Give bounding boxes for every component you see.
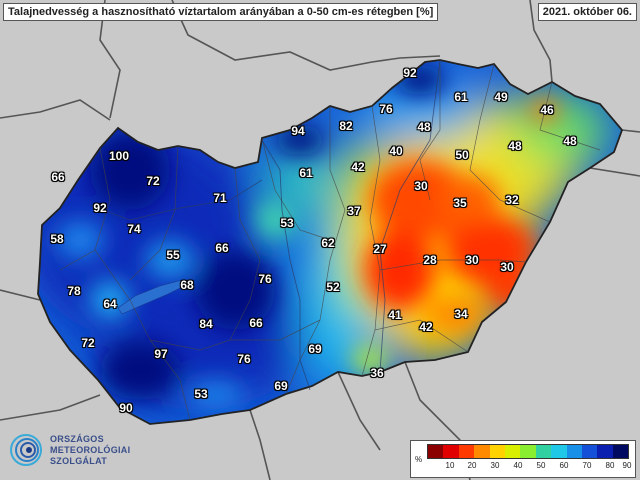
value-label: 78: [67, 284, 81, 298]
value-label: 37: [347, 204, 361, 218]
value-label: 35: [453, 196, 467, 210]
color-legend: % 10 20 30 40 50 60 70 80 90: [410, 440, 636, 478]
value-label: 76: [258, 272, 272, 286]
value-label: 68: [180, 278, 194, 292]
value-label: 30: [414, 179, 428, 193]
map-title: Talajnedvesség a hasznosítható víztartal…: [3, 3, 439, 21]
hungary-border: [37, 59, 624, 425]
value-label: 90: [119, 401, 133, 415]
value-label: 84: [199, 317, 213, 331]
legend-tick: 60: [559, 461, 569, 470]
value-label: 71: [213, 191, 227, 205]
value-label: 32: [505, 193, 519, 207]
value-label: 66: [51, 170, 65, 184]
value-label: 76: [379, 102, 393, 116]
value-label: 66: [249, 316, 263, 330]
legend-swatch: [474, 445, 490, 458]
value-label: 82: [339, 119, 353, 133]
map-date: 2021. október 06.: [537, 3, 637, 21]
omsz-logo: ORSZÁGOS METEOROLÓGIAI SZOLGÁLAT: [8, 428, 148, 474]
value-label: 52: [326, 280, 340, 294]
value-label: 92: [93, 201, 107, 215]
omsz-rings-logo-icon: [10, 434, 42, 466]
legend-swatch: [551, 445, 567, 458]
value-label: 94: [291, 124, 305, 138]
value-label: 100: [108, 149, 130, 163]
legend-swatch: [458, 445, 475, 458]
legend-swatch: [428, 445, 444, 458]
value-label: 27: [373, 242, 387, 256]
value-label: 42: [351, 160, 365, 174]
value-label: 48: [417, 120, 431, 134]
value-label: 48: [508, 139, 522, 153]
value-label: 36: [370, 366, 384, 380]
legend-tick: 20: [467, 461, 477, 470]
legend-swatch: [597, 445, 613, 458]
legend-color-bar: [427, 444, 629, 459]
rivers: [89, 59, 441, 391]
value-label: 97: [154, 347, 168, 361]
value-label: 41: [388, 308, 402, 322]
value-label: 76: [237, 352, 251, 366]
value-label: 50: [455, 148, 469, 162]
value-label: 34: [454, 307, 468, 321]
value-label: 53: [280, 216, 294, 230]
value-label: 92: [403, 66, 417, 80]
value-label: 62: [321, 236, 335, 250]
legend-tick: 30: [490, 461, 500, 470]
legend-swatch: [612, 445, 629, 458]
legend-swatch: [443, 445, 459, 458]
value-label: 69: [308, 342, 322, 356]
value-label: 61: [454, 90, 468, 104]
legend-tick: 40: [513, 461, 523, 470]
legend-tick: 70: [582, 461, 592, 470]
value-label: 40: [389, 144, 403, 158]
value-label: 42: [419, 320, 433, 334]
value-label: 72: [81, 336, 95, 350]
legend-swatch: [520, 445, 536, 458]
logo-line-1: ORSZÁGOS: [50, 434, 104, 444]
value-label: 66: [215, 241, 229, 255]
legend-swatch: [535, 445, 552, 458]
value-label: 72: [146, 174, 160, 188]
value-label: 30: [500, 260, 514, 274]
value-label: 69: [274, 379, 288, 393]
value-label: 48: [563, 134, 577, 148]
legend-swatch: [566, 445, 582, 458]
legend-tick: 80: [605, 461, 615, 470]
legend-tick: 90: [622, 461, 632, 470]
value-label: 61: [299, 166, 313, 180]
value-label: 49: [494, 90, 508, 104]
value-label: 58: [50, 232, 64, 246]
value-label: 30: [465, 253, 479, 267]
value-label: 53: [194, 387, 208, 401]
logo-line-3: SZOLGÁLAT: [50, 456, 108, 466]
legend-unit: %: [415, 455, 423, 464]
legend-swatch: [581, 445, 598, 458]
legend-tick: 10: [445, 461, 455, 470]
value-label: 46: [540, 103, 554, 117]
legend-swatch: [504, 445, 521, 458]
logo-line-2: METEOROLÓGIAI: [50, 445, 131, 455]
value-label: 28: [423, 253, 437, 267]
value-label: 64: [103, 297, 117, 311]
legend-swatch: [489, 445, 505, 458]
value-label: 55: [166, 248, 180, 262]
value-label: 74: [127, 222, 141, 236]
legend-tick: 50: [536, 461, 546, 470]
